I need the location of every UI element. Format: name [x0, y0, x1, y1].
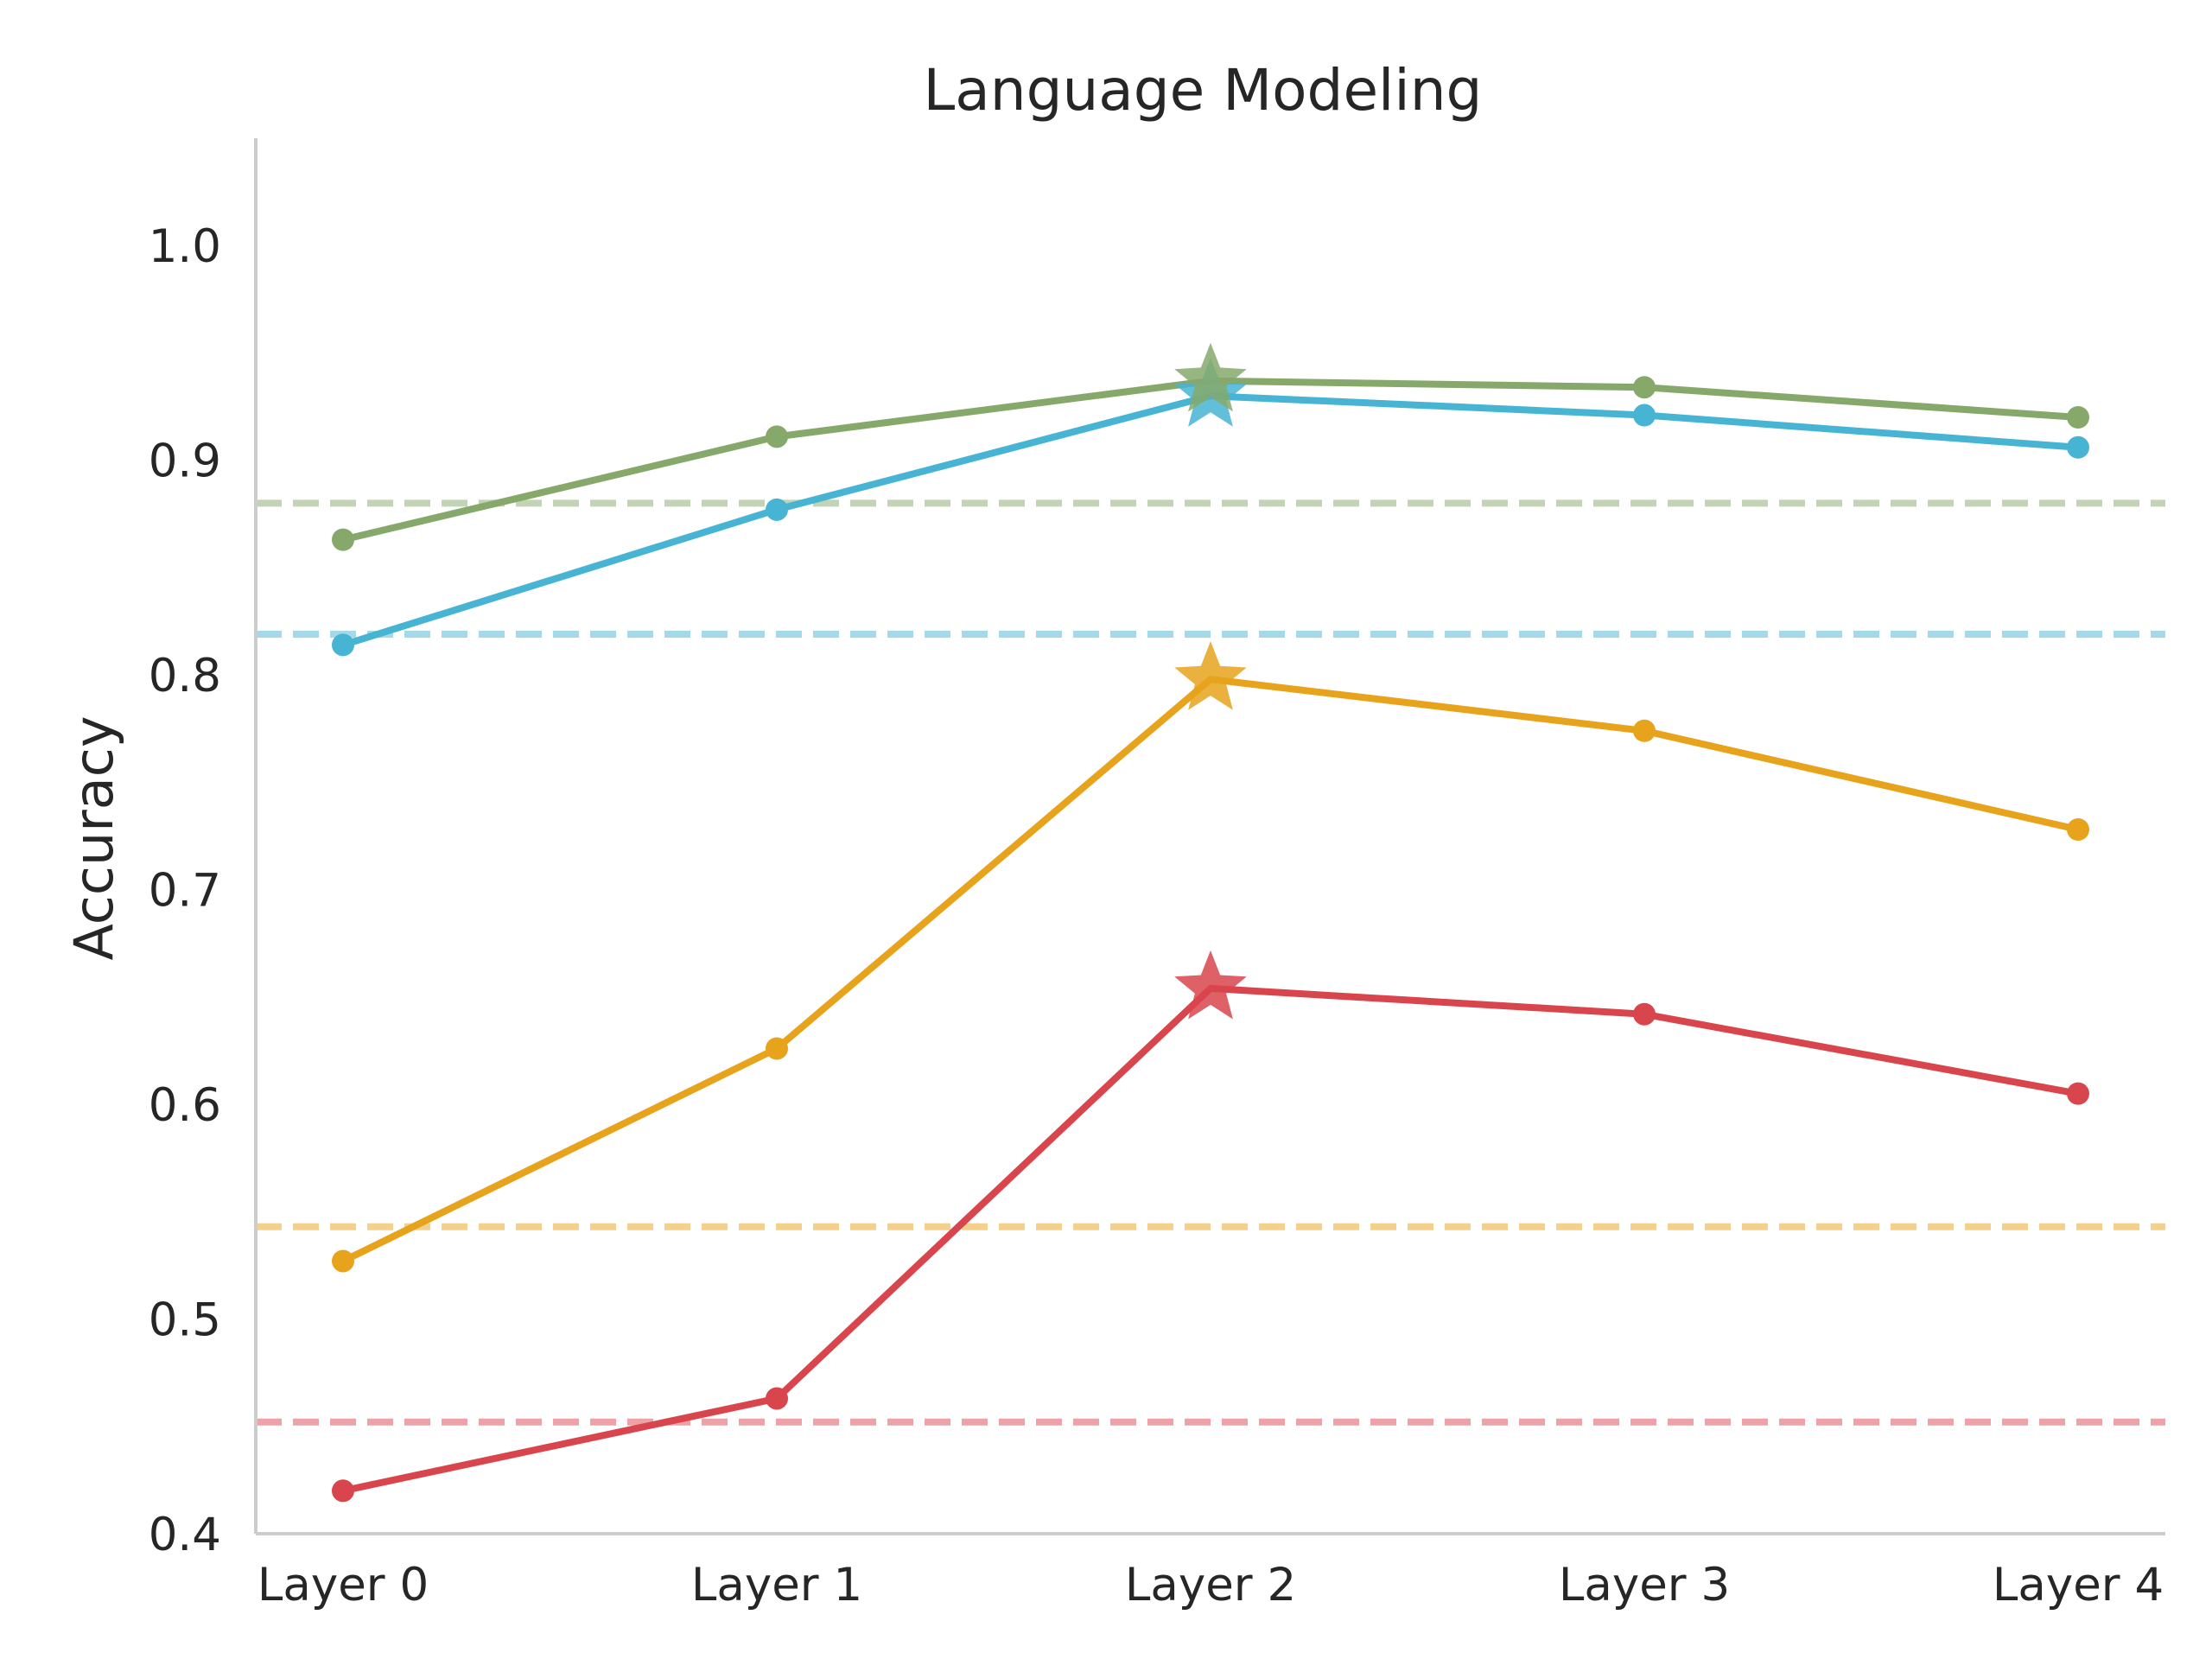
- data-point: [1633, 376, 1656, 399]
- x-tick-label: Layer 3: [1559, 1559, 1730, 1611]
- y-tick-label: 0.4: [149, 1509, 221, 1561]
- best-point-star: [1174, 342, 1247, 412]
- best-point-star: [1174, 641, 1247, 710]
- series-markers: [332, 342, 2089, 1503]
- y-tick-label: 0.8: [149, 650, 221, 702]
- x-tick-label: Layer 2: [1125, 1559, 1296, 1611]
- best-point-star: [1174, 950, 1247, 1020]
- data-point: [1633, 404, 1656, 427]
- data-point: [332, 528, 354, 551]
- y-tick-label: 0.9: [149, 435, 221, 488]
- y-tick-label: 0.5: [149, 1294, 221, 1347]
- data-point: [1633, 1002, 1656, 1026]
- data-point: [766, 1037, 788, 1060]
- series-line: [340, 984, 2082, 1495]
- data-point: [2067, 435, 2089, 459]
- x-tick-label: Layer 4: [1993, 1559, 2164, 1611]
- y-ticks: 0.4 0.5 0.6 0.7 0.8 0.9 1.0: [149, 220, 221, 1561]
- data-point: [766, 425, 788, 448]
- y-tick-label: 0.6: [149, 1079, 221, 1132]
- baseline-lines: [256, 499, 2165, 1426]
- x-ticks: Layer 0 Layer 1 Layer 2 Layer 3 Layer 4: [257, 1559, 2164, 1611]
- y-axis-label: Accuracy: [62, 715, 125, 960]
- data-point: [766, 498, 788, 521]
- data-point: [332, 1479, 354, 1503]
- chart-title: Language Modeling: [924, 57, 1483, 124]
- x-tick-label: Layer 0: [257, 1559, 429, 1611]
- series-lines: [340, 377, 2082, 1495]
- data-point: [2067, 1082, 2089, 1105]
- x-tick-label: Layer 1: [691, 1559, 862, 1611]
- data-point: [332, 1249, 354, 1273]
- y-tick-label: 1.0: [149, 220, 221, 273]
- y-tick-label: 0.7: [149, 865, 221, 918]
- data-point: [766, 1387, 788, 1410]
- data-point: [2067, 406, 2089, 429]
- series-line: [340, 392, 2082, 649]
- data-point: [2067, 818, 2089, 842]
- data-point: [332, 633, 354, 657]
- data-point: [1633, 719, 1656, 742]
